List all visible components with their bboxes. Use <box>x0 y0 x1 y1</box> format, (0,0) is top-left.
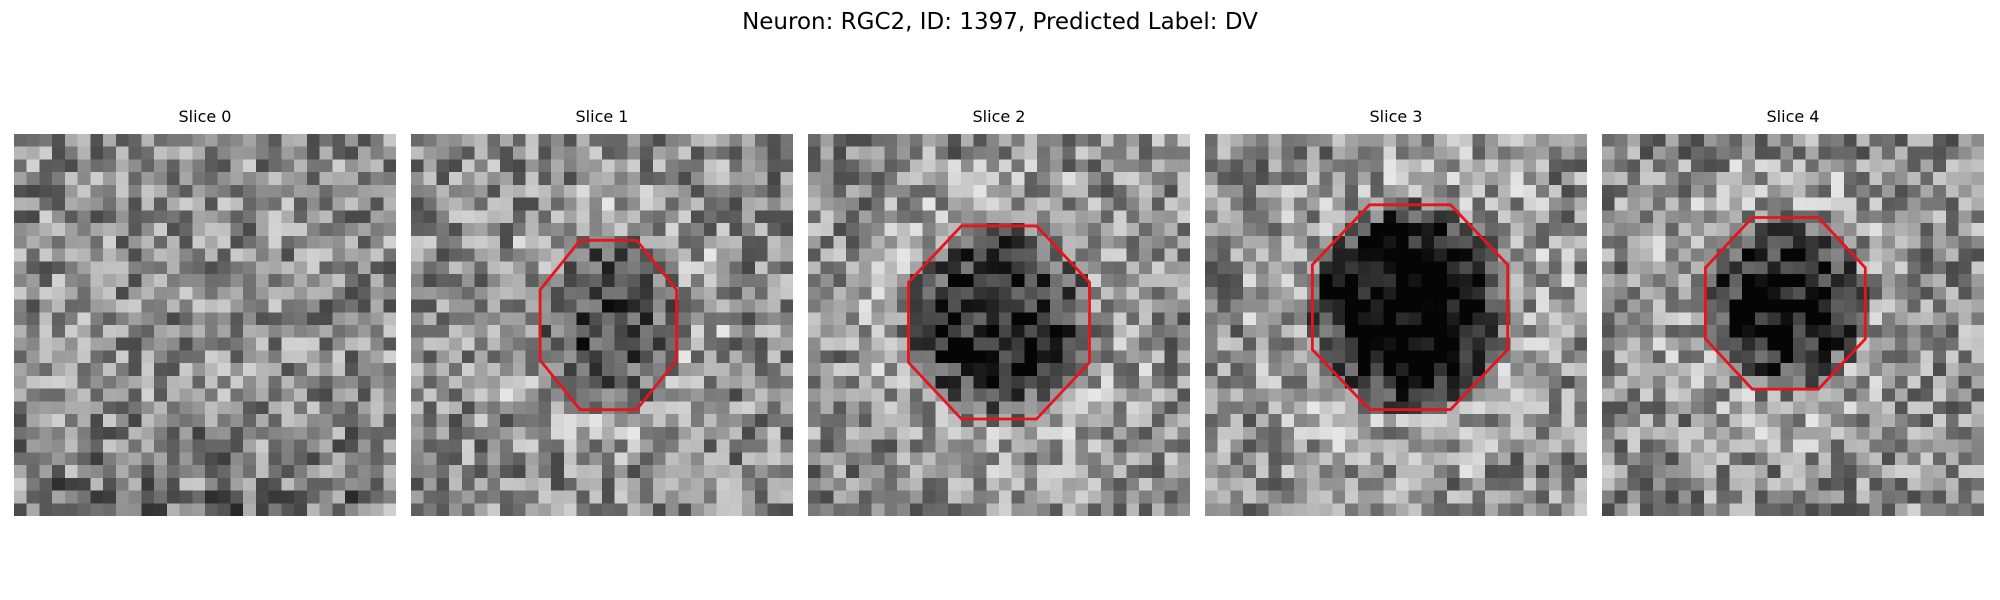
slice-title: Slice 2 <box>972 107 1026 126</box>
slice-image <box>1602 134 1984 516</box>
slice-image <box>411 134 793 516</box>
neuron-contour <box>538 238 679 412</box>
neuron-contour <box>907 224 1091 421</box>
slice-title: Slice 4 <box>1766 107 1820 126</box>
figure-title: Neuron: RGC2, ID: 1397, Predicted Label:… <box>742 9 1258 35</box>
slice-image <box>1205 134 1587 516</box>
neuron-contour <box>1310 203 1510 411</box>
slice-panel-0: Slice 0 <box>14 106 396 516</box>
slice-title: Slice 1 <box>575 107 629 126</box>
slice-image <box>808 134 1190 516</box>
slice-panel-3: Slice 3 <box>1205 106 1587 516</box>
slice-image <box>14 134 396 516</box>
slice-title: Slice 0 <box>178 107 232 126</box>
slice-panel-2: Slice 2 <box>808 106 1190 516</box>
neuron-contour <box>1703 216 1867 391</box>
slice-panel-1: Slice 1 <box>411 106 793 516</box>
slice-panel-4: Slice 4 <box>1602 106 1984 516</box>
slice-title: Slice 3 <box>1369 107 1423 126</box>
